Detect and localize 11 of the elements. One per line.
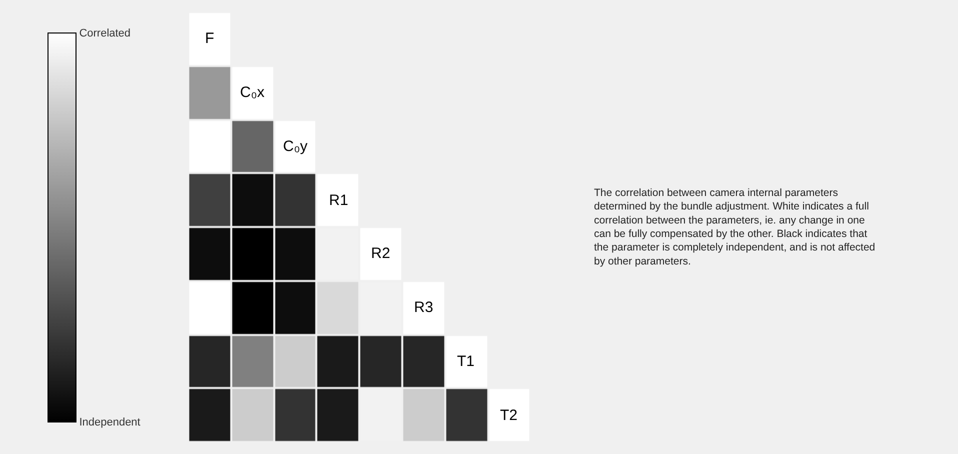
data-label: C₀x: [240, 84, 266, 101]
data-label: C₀y: [283, 138, 308, 155]
color-bar-label: Correlated: [79, 27, 131, 40]
data-label: F: [205, 30, 214, 47]
text: The correlation between camera internal parameters determined by the bundle adjustment. White indicates a full correlation between the parameters, ie. any change in one can be fully compensated by the other. Black indicates that the parameter is completely independent, and is not affected by other parameters.: [594, 187, 876, 268]
data-label: R1: [329, 192, 348, 209]
data-label: R2: [371, 245, 390, 262]
data-label: R3: [414, 299, 434, 316]
data-label: T2: [500, 407, 518, 424]
color-bar-label: Independent: [79, 416, 140, 428]
data-label: T1: [457, 353, 475, 370]
